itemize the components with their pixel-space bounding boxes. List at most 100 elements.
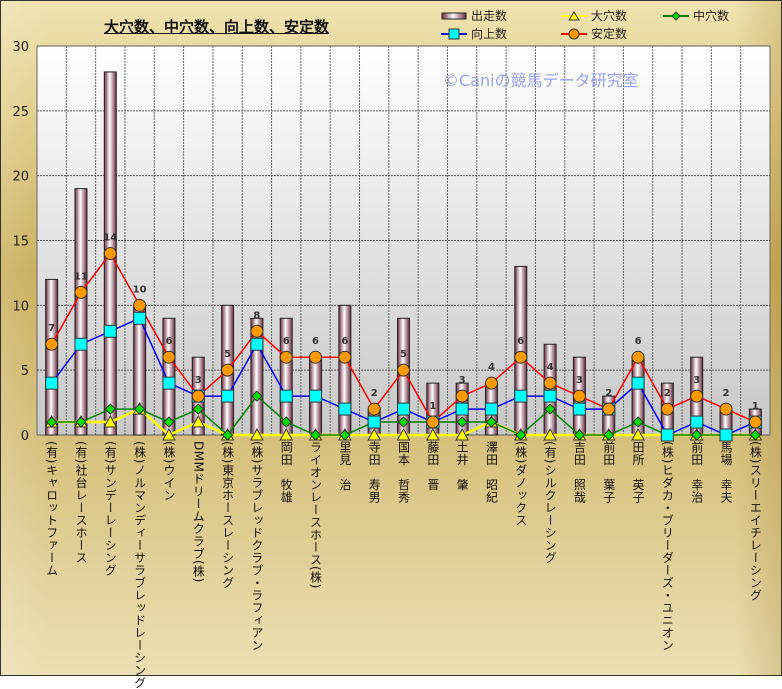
circle-point-2 xyxy=(103,246,117,260)
circle-point-16 xyxy=(514,350,528,364)
circle-point-9 xyxy=(309,350,323,364)
legend-label: 出走数 xyxy=(471,9,508,23)
diamond-point-15 xyxy=(485,416,498,428)
circle-point-17 xyxy=(543,376,557,390)
circle-point-19 xyxy=(602,402,616,416)
data-label-14: 3 xyxy=(459,375,466,386)
x-tick-label: 土井 肇 xyxy=(455,441,470,491)
y-tick-label: 15 xyxy=(12,235,29,250)
circle-point-21 xyxy=(660,402,674,416)
x-tick-label: (株)ダノックス xyxy=(513,441,528,527)
x-tick-label: (株)東京ホースレーシング xyxy=(220,441,235,589)
square-point-9 xyxy=(309,389,323,403)
legend-triangle-icon xyxy=(561,10,587,20)
square-point-4 xyxy=(162,376,176,390)
data-label-5: 3 xyxy=(195,375,202,386)
y-tick-label: 20 xyxy=(12,170,29,185)
square-point-20 xyxy=(631,376,645,390)
bar-0 xyxy=(45,278,59,436)
legend-square-icon xyxy=(441,28,467,39)
circle-point-6 xyxy=(221,363,235,377)
square-point-22 xyxy=(690,415,704,429)
triangle-point-17 xyxy=(543,427,557,441)
diamond-point-24 xyxy=(749,429,762,441)
diamond-point-5 xyxy=(192,403,204,415)
triangle-point-13 xyxy=(425,427,440,441)
square-point-3 xyxy=(133,311,147,325)
square-point-1 xyxy=(74,337,88,351)
square-point-18 xyxy=(572,402,586,416)
diamond-point-17 xyxy=(544,403,556,415)
circle-point-8 xyxy=(279,350,293,364)
data-label-12: 5 xyxy=(400,349,407,360)
circle-point-5 xyxy=(191,389,205,403)
x-tick-label: (株)サラブレッドクラブ・ラフィアン xyxy=(249,441,264,652)
x-tick-label: 澤田 昭紀 xyxy=(484,441,499,504)
x-tick-label: (株)ノルマンディーサラブレッドレーシング xyxy=(132,441,147,689)
legend-item: 安定数 xyxy=(561,25,627,42)
triangle-point-7 xyxy=(250,427,264,441)
data-label-13: 1 xyxy=(429,401,436,412)
data-label-9: 6 xyxy=(312,336,319,347)
circle-point-7 xyxy=(250,324,264,338)
y-tick-label: 30 xyxy=(12,40,29,55)
data-label-0: 7 xyxy=(48,323,55,334)
diamond-point-14 xyxy=(456,416,468,428)
circle-point-18 xyxy=(572,389,586,403)
y-tick-label: 5 xyxy=(21,364,29,379)
legend-label: 中穴数 xyxy=(693,9,730,23)
circle-point-4 xyxy=(162,350,176,364)
legend-label: 向上数 xyxy=(471,27,508,41)
diamond-point-8 xyxy=(280,416,292,428)
x-tick-label: 吉田 照哉 xyxy=(572,441,587,504)
data-label-8: 6 xyxy=(283,336,290,347)
legend-label: 安定数 xyxy=(591,27,628,41)
circle-point-13 xyxy=(426,415,440,429)
x-tick-label: (株)ヒダカ・ブリーダーズ・ユニオン xyxy=(660,441,675,652)
square-point-7 xyxy=(250,337,264,351)
diamond-point-18 xyxy=(573,429,586,441)
square-point-21 xyxy=(660,428,674,442)
square-point-10 xyxy=(338,402,352,416)
diamond-point-4 xyxy=(163,416,175,428)
diamond-point-12 xyxy=(397,416,410,428)
diamond-point-9 xyxy=(309,429,322,441)
diamond-point-3 xyxy=(133,403,146,415)
data-label-1: 11 xyxy=(74,271,88,282)
square-point-23 xyxy=(719,428,733,442)
diamond-point-19 xyxy=(603,429,615,441)
data-label-18: 3 xyxy=(576,375,583,386)
x-tick-label: (有)社台レースホース xyxy=(73,441,88,564)
square-point-15 xyxy=(484,402,498,416)
circle-point-11 xyxy=(367,402,381,416)
x-tick-label: (有)シルクレーシング xyxy=(543,441,558,564)
x-tick-label: 岡田 牧雄 xyxy=(279,441,294,504)
data-label-15: 4 xyxy=(488,362,495,373)
x-tick-label: (株)ウイン xyxy=(161,441,176,502)
square-point-14 xyxy=(455,402,469,416)
diamond-point-20 xyxy=(632,416,644,428)
x-tick-label: 田所 英子 xyxy=(631,441,646,504)
triangle-point-8 xyxy=(279,427,294,441)
square-point-6 xyxy=(221,389,235,403)
data-label-11: 2 xyxy=(371,388,378,399)
circle-point-12 xyxy=(397,363,410,377)
x-tick-label: 馬場 幸夫 xyxy=(719,441,734,504)
data-label-20: 6 xyxy=(635,336,642,347)
diamond-point-0 xyxy=(45,416,58,428)
x-tick-label: 藤田 晋 xyxy=(425,441,440,491)
data-label-23: 2 xyxy=(723,388,730,399)
x-tick-label: (有)サンデーレーシング xyxy=(103,441,118,577)
x-tick-label: (有)キャロットファーム xyxy=(44,441,59,577)
triangle-point-2 xyxy=(103,414,118,428)
triangle-point-20 xyxy=(631,427,645,441)
x-tick-label: ライオンレースホース(株) xyxy=(308,441,323,589)
square-point-0 xyxy=(45,376,59,390)
y-tick-label: 0 xyxy=(21,429,29,444)
data-label-19: 2 xyxy=(605,388,612,399)
triangle-point-14 xyxy=(455,427,469,441)
chart-title: 大穴数、中穴数、向上数、安定数 xyxy=(104,18,330,36)
diamond-point-10 xyxy=(339,429,351,441)
circle-point-0 xyxy=(45,337,59,351)
